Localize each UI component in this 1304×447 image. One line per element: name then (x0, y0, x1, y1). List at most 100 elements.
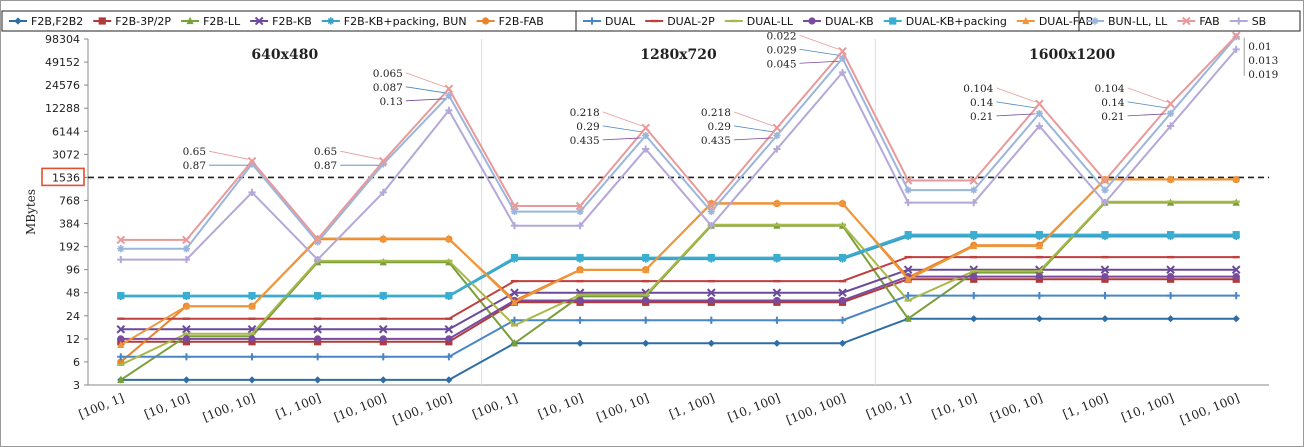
point-marker (117, 335, 125, 343)
point-marker (904, 199, 912, 207)
point-marker (773, 198, 781, 207)
point-marker (838, 46, 847, 56)
point-marker (510, 279, 519, 283)
point-marker (182, 255, 191, 264)
point-marker (838, 279, 847, 283)
y-tick-label: 384 (59, 218, 80, 231)
series-sb (117, 45, 1240, 264)
y-tick-label: 98304 (45, 33, 80, 46)
point-marker (730, 19, 738, 23)
point-marker (773, 296, 781, 305)
x-tick-label: [100, 10] (594, 391, 650, 425)
point-marker (510, 298, 519, 306)
point-marker (445, 317, 453, 320)
annotation-value: 0.65 (183, 146, 206, 158)
point-marker (838, 316, 847, 324)
point-marker (510, 222, 519, 230)
legend-item: F2B-3P/2P (93, 15, 171, 28)
point-marker (379, 376, 387, 384)
legend-item: F2B-FAB (476, 15, 544, 28)
series-f2b-f2b2 (117, 315, 1240, 384)
legend-item: DUAL-2P (645, 15, 715, 28)
annotation-value: 0.14 (970, 97, 994, 109)
y-tick-label: 192 (59, 241, 80, 254)
point-marker (314, 353, 322, 361)
y-tick-label: 49152 (45, 56, 80, 69)
legend-item: F2B-KB (250, 15, 312, 28)
legend-item: BUN-LL, LL (1086, 15, 1168, 28)
annotation-value: 0.29 (576, 121, 599, 133)
point-marker (1166, 122, 1175, 130)
point-marker (248, 335, 256, 343)
x-tick-label: [1, 100] (1061, 391, 1110, 422)
annotation-value: 0.01 (1248, 41, 1271, 53)
x-tick-label: [100, 100] (784, 391, 847, 428)
annotation-arrow (340, 150, 380, 160)
series-f2b-3p-2p (117, 275, 1240, 346)
point-marker (314, 238, 322, 246)
highlighted-tick-box (41, 167, 85, 187)
annotation-arrow (405, 98, 445, 102)
point-marker (1022, 16, 1030, 25)
legend-item: DUAL-KB (803, 15, 874, 28)
point-marker (772, 288, 782, 298)
series-line (120, 278, 1237, 343)
point-marker (903, 265, 913, 274)
point-marker (247, 156, 257, 166)
point-marker (773, 316, 781, 324)
point-marker (588, 17, 596, 25)
point-marker (510, 316, 519, 324)
point-marker (642, 339, 650, 347)
annotation-value: 0.87 (314, 160, 337, 172)
point-marker (1100, 176, 1110, 185)
annotation-arrow (799, 34, 839, 50)
point-marker (1035, 255, 1043, 259)
point-marker (1035, 99, 1044, 109)
annotation-arrow (405, 72, 445, 88)
annotation-value: 0.104 (1095, 83, 1125, 95)
legend-label: FAB (1199, 15, 1219, 28)
point-marker (642, 316, 650, 324)
legend-label: F2B,F2B2 (31, 15, 83, 28)
point-marker (970, 292, 978, 300)
point-marker (707, 279, 715, 283)
annotation-value: 0.065 (373, 68, 403, 80)
legend-label: DUAL-2P (667, 15, 715, 28)
point-marker (576, 316, 584, 324)
legend-item: SB (1229, 15, 1266, 28)
point-marker (889, 17, 897, 25)
point-marker (445, 292, 453, 300)
point-marker (772, 123, 782, 133)
point-marker (1166, 200, 1175, 203)
annotation-arrow (1127, 113, 1167, 117)
x-tick-label: [100, 1] (864, 391, 913, 422)
point-marker (650, 19, 658, 23)
point-marker (327, 17, 335, 25)
point-marker (904, 314, 912, 322)
point-marker (1232, 231, 1240, 239)
point-marker (248, 188, 256, 196)
point-marker (970, 255, 978, 259)
y-tick-label: 6 (73, 356, 80, 369)
legend-label: F2B-LL (203, 15, 241, 28)
point-marker (1101, 272, 1109, 281)
annotation-arrow (799, 48, 839, 56)
annotation-arrow (733, 111, 774, 127)
ratio-annotation: 0.104 0.14 0.21 (1095, 83, 1167, 123)
point-marker (182, 332, 191, 335)
point-marker (904, 299, 912, 302)
point-marker (773, 145, 781, 153)
x-tick-label: [100, 10] (201, 391, 257, 425)
y-tick-label: 48 (66, 287, 80, 300)
point-marker (642, 293, 650, 297)
point-marker (182, 353, 191, 361)
ratio-annotation: 0.01 0.013 0.019 (1243, 37, 1278, 81)
point-marker (642, 296, 650, 305)
point-marker (707, 339, 715, 347)
annotation-arrow (996, 87, 1036, 103)
point-marker (117, 245, 125, 253)
series-dual-kb-packing (117, 231, 1240, 300)
point-marker (707, 253, 715, 262)
point-marker (314, 376, 322, 384)
point-marker (1232, 255, 1240, 259)
